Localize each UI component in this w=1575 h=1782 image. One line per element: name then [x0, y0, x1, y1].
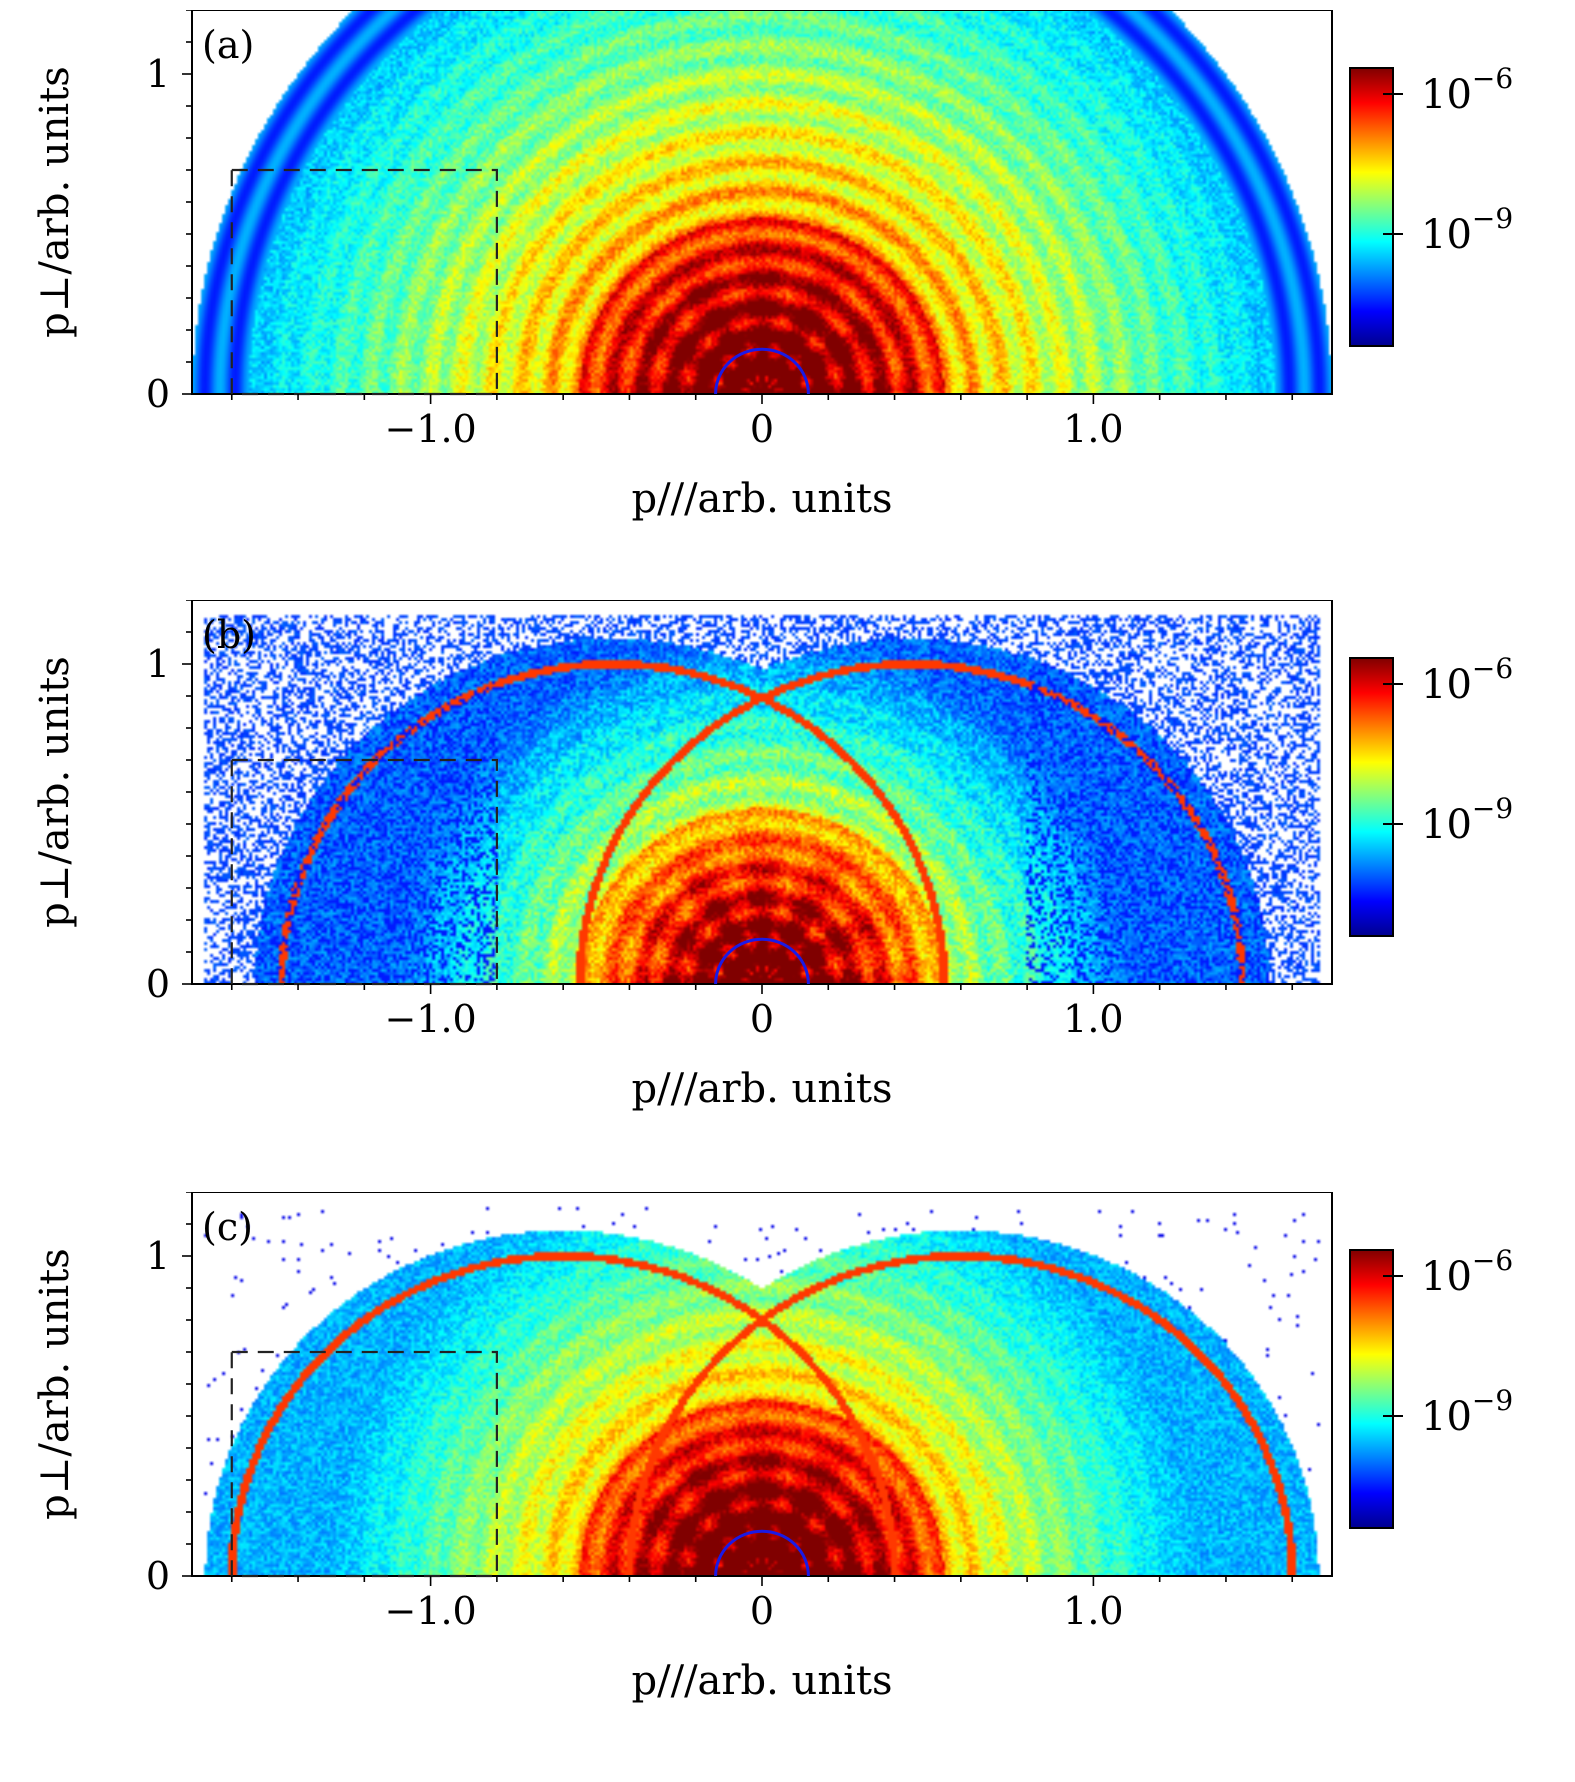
colorbar [1349, 67, 1394, 347]
colorbar [1349, 1249, 1394, 1529]
x-tick-label: 1.0 [1063, 1589, 1123, 1633]
x-axis-label: p///arb. units [632, 1658, 893, 1704]
x-tick-label: −1.0 [384, 1589, 476, 1633]
y-tick-label: 0 [146, 962, 170, 1006]
colorbar [1349, 657, 1394, 937]
x-axis-label: p///arb. units [632, 1066, 893, 1112]
panel-label: (b) [202, 613, 256, 657]
y-tick-label: 0 [146, 372, 170, 416]
colorbar-tick-label: 10−6 [1421, 62, 1513, 118]
panel-label: (a) [202, 23, 254, 67]
x-tick-label: −1.0 [384, 407, 476, 451]
heatmap-image [192, 10, 1332, 394]
panel-1: −1.0 0 1.0 0 1 (b) p///arb. units p⊥/arb. units… [32, 600, 1513, 1112]
colorbar-tick-label: 10−9 [1421, 1384, 1513, 1440]
y-tick-label: 0 [146, 1554, 170, 1598]
heatmap-image [192, 1192, 1332, 1576]
panel-0: −1.0 0 1.0 0 1 (a) p///arb. units p⊥/arb. units… [32, 10, 1513, 522]
x-tick-label: 1.0 [1063, 997, 1123, 1041]
y-axis-label: p⊥/arb. units [32, 1248, 78, 1520]
y-tick-label: 1 [146, 1234, 170, 1278]
heatmap-image [192, 600, 1332, 984]
low-energy-semicircle [714, 1529, 810, 1577]
low-energy-semicircle [714, 347, 810, 395]
x-tick-label: −1.0 [384, 997, 476, 1041]
dashed-region-box [230, 758, 498, 986]
y-tick-label: 1 [146, 642, 170, 686]
x-axis-label: p///arb. units [632, 476, 893, 522]
colorbar-tick-label: 10−9 [1421, 202, 1513, 258]
x-tick-label: 1.0 [1063, 407, 1123, 451]
low-energy-semicircle [714, 937, 810, 985]
y-axis-label: p⊥/arb. units [32, 66, 78, 338]
dashed-region-box [230, 168, 498, 396]
colorbar-tick-label: 10−6 [1421, 1244, 1513, 1300]
panel-label: (c) [202, 1205, 253, 1249]
x-tick-label: 0 [750, 997, 774, 1041]
colorbar-tick-label: 10−6 [1421, 652, 1513, 708]
y-axis-label: p⊥/arb. units [32, 656, 78, 928]
colorbar-tick-label: 10−9 [1421, 792, 1513, 848]
dashed-region-box [230, 1350, 498, 1578]
x-tick-label: 0 [750, 407, 774, 451]
x-tick-label: 0 [750, 1589, 774, 1633]
y-tick-label: 1 [146, 52, 170, 96]
panel-2: −1.0 0 1.0 0 1 (c) p///arb. units p⊥/arb. units… [32, 1192, 1513, 1704]
